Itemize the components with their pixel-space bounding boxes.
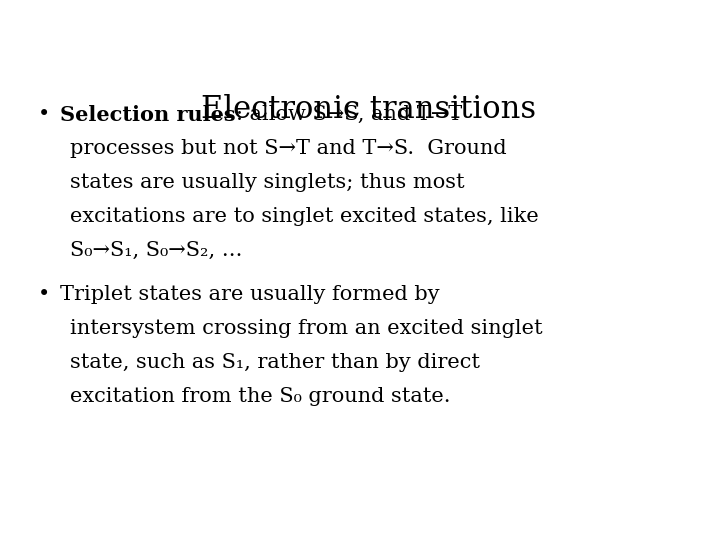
Text: state, such as S₁, rather than by direct: state, such as S₁, rather than by direct <box>70 353 480 372</box>
Text: intersystem crossing from an excited singlet: intersystem crossing from an excited sin… <box>70 319 543 338</box>
Text: processes but not S→T and T→S.  Ground: processes but not S→T and T→S. Ground <box>70 139 507 158</box>
Text: •: • <box>38 285 50 304</box>
Text: excitation from the S₀ ground state.: excitation from the S₀ ground state. <box>70 387 451 406</box>
Text: states are usually singlets; thus most: states are usually singlets; thus most <box>70 173 464 192</box>
Text: Selection rules: Selection rules <box>60 105 235 125</box>
Text: excitations are to singlet excited states, like: excitations are to singlet excited state… <box>70 207 539 226</box>
Text: S₀→S₁, S₀→S₂, …: S₀→S₁, S₀→S₂, … <box>70 241 243 260</box>
Text: : allow S→S, and T→T: : allow S→S, and T→T <box>235 105 462 124</box>
Text: Triplet states are usually formed by: Triplet states are usually formed by <box>60 285 440 304</box>
Text: Electronic transitions: Electronic transitions <box>202 94 536 125</box>
Text: •: • <box>38 105 50 124</box>
